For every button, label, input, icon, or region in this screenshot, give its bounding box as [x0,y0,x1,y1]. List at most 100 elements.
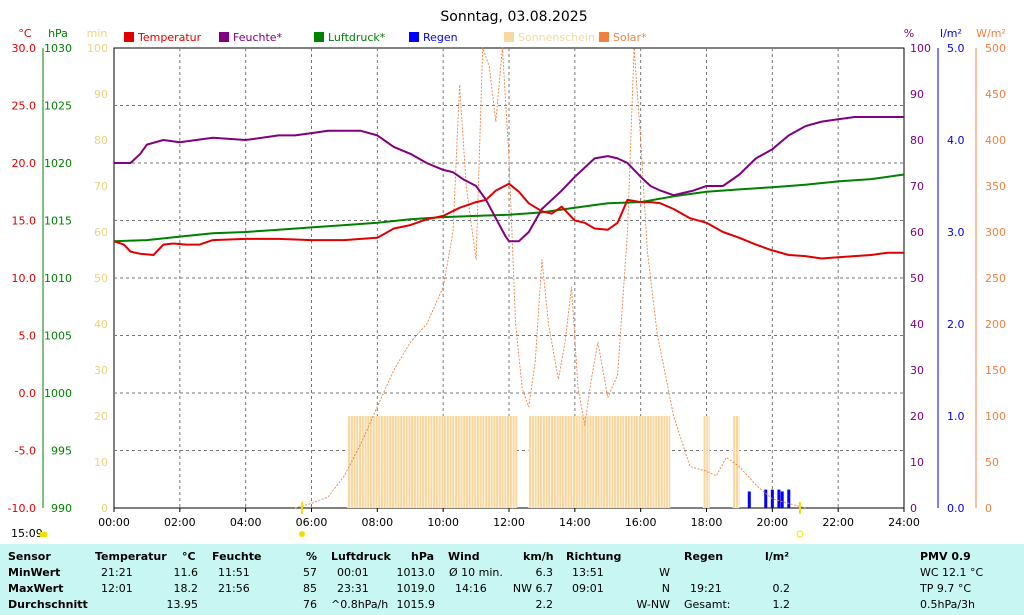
solar-tick-label: 50 [985,456,999,469]
row-avg-hum-value: 76 [303,598,317,611]
row-min-temp-value: 11.6 [173,566,199,579]
legend-label: Sonnenschein [518,31,595,44]
row-min-dir-time: 13:51 [572,566,604,579]
header-wind: Wind [448,550,480,563]
humidity-tick-label: 70 [910,180,924,193]
header-humidity-unit: % [306,550,318,563]
row-avg-label: Durchschnitt [8,598,88,611]
solar-line [294,47,806,509]
x-tick-label: 04:00 [230,516,262,529]
header-pmv: PMV 0.9 [920,550,971,563]
solar-tick-label: 150 [985,364,1006,377]
legend-swatch [409,32,419,42]
rain-bar [777,489,781,508]
row-min-wind-label: Ø 10 min. [449,566,503,579]
row-min-pres-value: 1013.0 [396,566,436,579]
pressure-tick-label: 1005 [44,330,72,343]
humidity-tick-label: 30 [910,364,924,377]
rain-axis-unit: l/m² [940,27,962,40]
row-min-hum-value: 57 [303,566,317,579]
sunshine-tick-label: 100 [87,42,108,55]
humidity-tick-label: 40 [910,318,924,331]
humidity-tick-label: 90 [910,88,924,101]
sun-axis-unit: min [87,27,108,40]
sunshine-tick-label: 30 [94,364,108,377]
sunshine-tick-label: 0 [101,502,108,515]
row-max-dir-time: 09:01 [572,582,604,595]
header-temperature: Temperatur [95,550,167,563]
x-tick-label: 24:00 [888,516,920,529]
solar-tick-label: 500 [985,42,1006,55]
pressure-tick-label: 1025 [44,100,72,113]
x-tick-label: 02:00 [164,516,196,529]
row-min-pmv: WC 12.1 °C [920,566,984,579]
solar-tick-label: 300 [985,226,1006,239]
temp-tick-label: 25.0 [12,100,37,113]
humidity-tick-label: 50 [910,272,924,285]
sunshine-tick-label: 20 [94,410,108,423]
grid [114,48,904,508]
legend-label: Feuchte* [233,31,283,44]
row-avg-rain-label: Gesamt: [684,598,731,611]
row-max-wind-value: NW 6.7 [512,582,553,595]
header-direction: Richtung [566,550,622,563]
temp-tick-label: 20.0 [12,157,37,170]
humidity-axis-unit: % [904,27,914,40]
temp-tick-label: -5.0 [15,445,36,458]
row-max-temp-value: 18.2 [173,582,199,595]
statistics-table: Sensor Temperatur °C Feuchte % Luftdruck… [0,544,1024,615]
rain-bar [764,489,768,508]
row-max-wind-label: 14:16 [455,582,487,595]
row-avg-temp-value: 13.95 [166,598,199,611]
rain-tick-label: 3.0 [947,226,965,239]
row-max-pmv: TP 9.7 °C [920,582,972,595]
legend-label: Temperatur [137,31,202,44]
row-max-label: MaxWert [8,582,64,595]
temperature-line [113,182,904,260]
legend-swatch [504,32,514,42]
legend-label: Solar* [613,31,647,44]
weather-chart: Sonntag, 03.08.2025 °C hPa min % l/m² W/… [8,9,1006,540]
sunshine-tick-label: 70 [94,180,108,193]
x-tick-label: 22:00 [822,516,854,529]
row-min-dir-value: W [659,566,670,579]
x-tick-label: 08:00 [361,516,393,529]
pressure-tick-label: 995 [51,445,72,458]
row-max-rain-value: 0.2 [772,582,791,595]
row-max-pres-time: 23:31 [337,582,369,595]
sunshine-tick-label: 80 [94,134,108,147]
solar-tick-label: 0 [985,502,992,515]
row-max-dir-value: N [661,582,670,595]
pressure-tick-label: 990 [51,502,72,515]
row-min-temp-time: 21:21 [101,566,133,579]
sunshine-tick-label: 50 [94,272,108,285]
humidity-tick-label: 20 [910,410,924,423]
row-min-wind-value: 6.3 [535,566,554,579]
legend-swatch [219,32,229,42]
sunshine-tick-label: 40 [94,318,108,331]
rain-tick-label: 2.0 [947,318,965,331]
rain-tick-label: 0.0 [947,502,965,515]
rain-tick-label: 5.0 [947,42,965,55]
sunshine-bar [703,416,710,508]
humidity-tick-label: 10 [910,456,924,469]
header-pressure-unit: hPa [411,550,435,563]
solar-tick-label: 400 [985,134,1006,147]
solar-axis-unit: W/m² [976,27,1006,40]
pressure-line [113,173,905,243]
y-axes: 30.025.020.015.010.05.00.0-5.0-10.010301… [8,42,1006,515]
row-min-pres-time: 00:01 [337,566,369,579]
header-wind-unit: km/h [523,550,554,563]
solar-tick-label: 450 [985,88,1006,101]
header-rain-unit: l/m² [765,550,790,563]
sunshine-tick-label: 60 [94,226,108,239]
row-min-hum-time: 11:51 [218,566,250,579]
header-rain: Regen [684,550,724,563]
row-avg-rain-value: 1.2 [772,598,791,611]
row-min-label: MinWert [8,566,61,579]
legend-swatch [599,32,609,42]
pressure-tick-label: 1015 [44,215,72,228]
legend-swatch [314,32,324,42]
row-avg-pmv: 0.5hPa/3h [920,598,976,611]
x-tick-label: 20:00 [756,516,788,529]
